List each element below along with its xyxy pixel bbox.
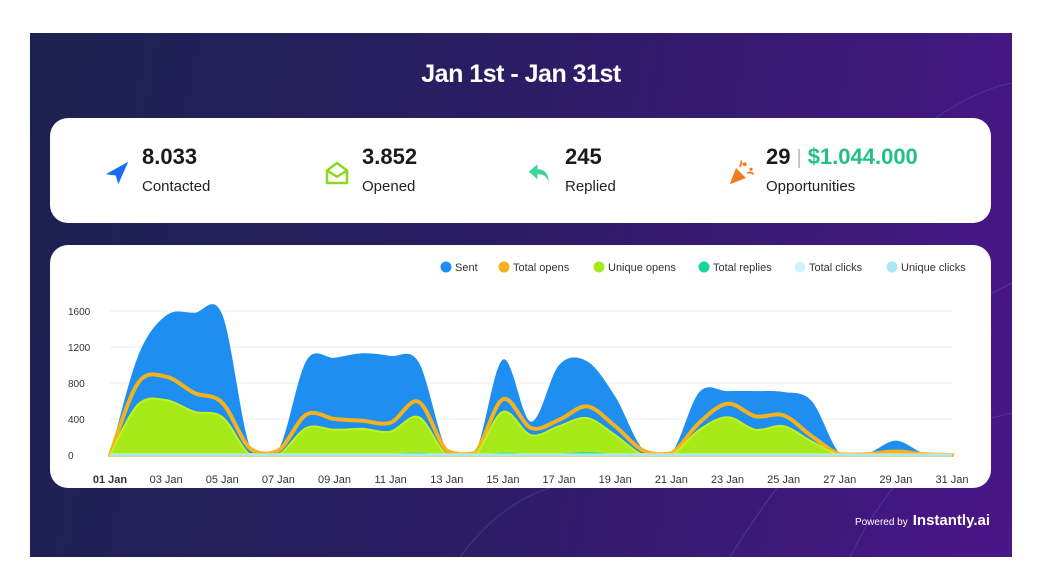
chart-card: 0 400 800 1200 1600 01 Jan 03 Jan 05 Jan 07 Jan 0… <box>50 245 991 488</box>
legend-marker <box>886 261 898 273</box>
x-tick-label: 31 Jan <box>935 474 968 486</box>
x-tick-label: 03 Jan <box>150 474 183 486</box>
x-tick-label: 13 Jan <box>430 474 463 486</box>
date-range-title: Jan 1st - Jan 31st <box>421 60 621 88</box>
legend-label-unique-opens: Unique opens <box>608 262 676 274</box>
legend-label-sent: Sent <box>455 262 478 274</box>
x-tick-label: 27 Jan <box>823 474 856 486</box>
report-panel: Jan 1st - Jan 31st 8.033 Contacted 3.852 O… <box>30 33 1012 557</box>
stat-replied: 245 Replied <box>525 144 616 195</box>
stat-value: 8.033 <box>142 144 198 169</box>
y-tick-label: 0 <box>68 451 74 462</box>
x-tick-label: 11 Jan <box>375 474 407 486</box>
powered-by-label: Powered by <box>854 517 908 528</box>
stat-opened: 3.852 Opened <box>322 144 417 195</box>
stat-label: Contacted <box>142 178 211 195</box>
opportunities-value: $1.044.000 <box>807 144 918 169</box>
x-tick-label: 07 Jan <box>262 474 295 486</box>
stat-contacted: 8.033 Contacted <box>102 144 210 195</box>
x-tick-label: 23 Jan <box>711 474 744 486</box>
x-tick-label: 19 Jan <box>599 474 632 486</box>
legend-label-total-replies: Total replies <box>713 262 772 274</box>
legend-marker <box>794 261 806 273</box>
legend-label-unique-clicks: Unique clicks <box>901 262 966 274</box>
x-tick-label: 25 Jan <box>767 474 800 486</box>
y-tick-label: 800 <box>68 379 85 390</box>
stat-label: Opportunities <box>766 178 856 195</box>
open-envelope-icon <box>325 161 349 185</box>
stat-value: 3.852 <box>362 144 418 169</box>
email-activity-chart: 0 400 800 1200 1600 01 Jan 03 Jan 05 Jan 07 Jan 0… <box>68 261 969 486</box>
x-tick-label: 09 Jan <box>318 474 351 486</box>
opportunities-count: 29 <box>766 144 791 169</box>
reply-arrow-icon <box>528 164 549 183</box>
powered-by: Powered by Instantly.ai <box>855 512 990 529</box>
brand-logo[interactable]: Instantly.ai <box>912 512 990 529</box>
x-tick-label: 21 Jan <box>655 474 688 486</box>
legend-marker <box>440 261 452 273</box>
legend-label-total-clicks: Total clicks <box>809 262 863 274</box>
x-tick-label: 05 Jan <box>206 474 239 486</box>
x-tick-label: 29 Jan <box>879 474 912 486</box>
legend-marker <box>498 261 510 273</box>
stats-card: 8.033 Contacted 3.852 Opened 245 Replied 29… <box>50 118 991 223</box>
stat-value: 245 <box>565 144 602 169</box>
y-tick-label: 1600 <box>68 307 91 318</box>
x-tick-label: 17 Jan <box>543 474 576 486</box>
stat-label: Opened <box>362 178 416 195</box>
y-tick-label: 400 <box>68 415 85 426</box>
x-tick-label: 15 Jan <box>486 474 519 486</box>
legend-label-total-opens: Total opens <box>513 262 570 274</box>
paper-plane-icon <box>105 161 129 185</box>
y-tick-label: 1200 <box>68 343 91 354</box>
stat-opportunities: 29 | $1.044.000 Opportunities <box>726 144 918 195</box>
legend-marker <box>593 261 605 273</box>
stat-label: Replied <box>565 178 616 195</box>
x-tick-label: 01 Jan <box>93 474 128 486</box>
party-popper-icon <box>729 160 755 185</box>
legend-marker <box>698 261 710 273</box>
